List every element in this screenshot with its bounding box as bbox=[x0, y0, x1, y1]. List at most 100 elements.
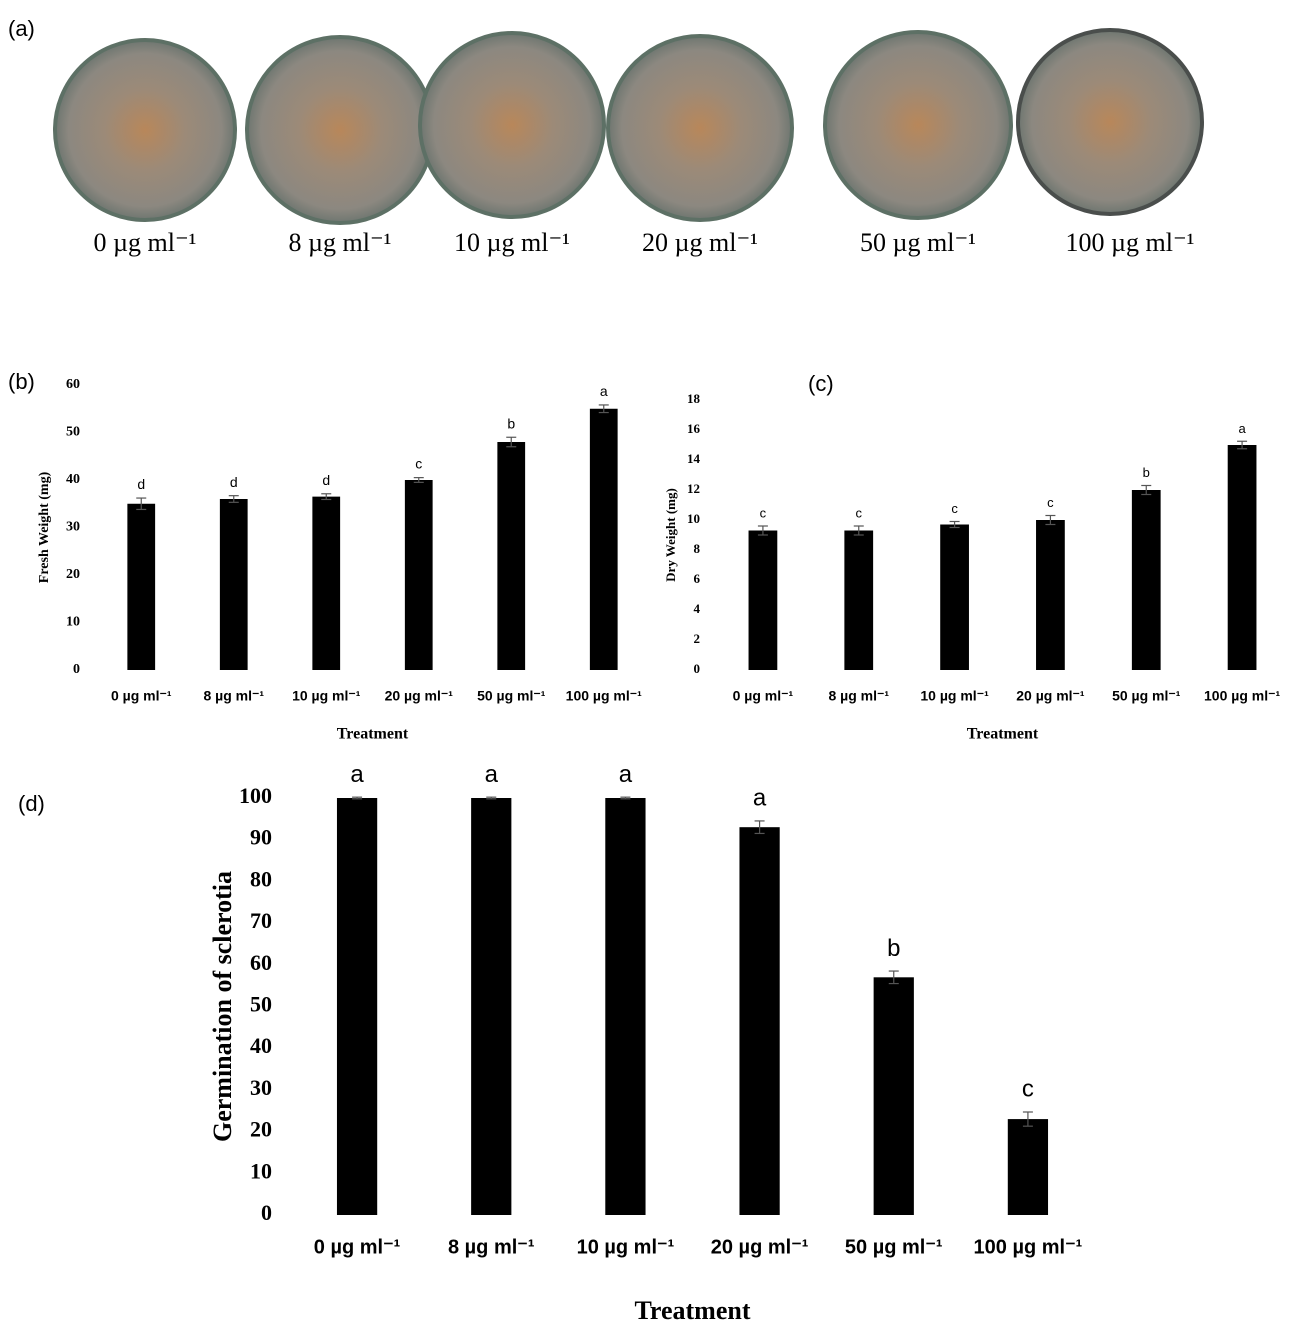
y-tick-label: 4 bbox=[694, 601, 701, 616]
x-tick-label: 8 µg ml⁻¹ bbox=[203, 688, 264, 704]
plate-caption: 50 µg ml⁻¹ bbox=[860, 228, 976, 257]
y-tick-label: 60 bbox=[66, 377, 80, 392]
significance-letter: d bbox=[322, 472, 330, 488]
significance-letter: a bbox=[753, 785, 767, 812]
y-tick-label: 6 bbox=[694, 571, 701, 586]
bar bbox=[874, 977, 914, 1215]
y-tick-label: 0 bbox=[694, 661, 701, 676]
significance-letter: a bbox=[600, 383, 608, 399]
y-tick-label: 50 bbox=[66, 425, 80, 440]
bar bbox=[739, 827, 779, 1215]
petri-plate bbox=[825, 32, 1011, 218]
x-tick-label: 8 µg ml⁻¹ bbox=[448, 1236, 535, 1258]
x-tick-label: 20 µg ml⁻¹ bbox=[711, 1236, 809, 1258]
significance-letter: a bbox=[350, 761, 364, 788]
y-tick-label: 0 bbox=[73, 662, 80, 677]
y-tick-label: 14 bbox=[687, 451, 701, 466]
petri-plate bbox=[55, 40, 235, 220]
bar bbox=[405, 480, 433, 670]
bar bbox=[749, 531, 778, 671]
significance-letter: d bbox=[230, 474, 238, 490]
bar bbox=[127, 504, 155, 670]
significance-letter: b bbox=[507, 415, 515, 431]
y-tick-label: 10 bbox=[250, 1158, 272, 1183]
x-tick-label: 100 µg ml⁻¹ bbox=[1204, 688, 1280, 704]
bar bbox=[940, 525, 969, 671]
x-tick-label: 50 µg ml⁻¹ bbox=[1112, 688, 1181, 704]
y-tick-label: 0 bbox=[261, 1200, 272, 1225]
x-tick-label: 100 µg ml⁻¹ bbox=[974, 1236, 1083, 1258]
petri-plate bbox=[247, 37, 433, 223]
y-tick-label: 20 bbox=[66, 567, 80, 582]
bar bbox=[1036, 520, 1065, 670]
y-tick-label: 70 bbox=[250, 908, 272, 933]
bar bbox=[497, 442, 525, 670]
x-tick-label: 0 µg ml⁻¹ bbox=[733, 688, 794, 704]
x-axis-label: Treatment bbox=[337, 726, 409, 743]
bar bbox=[312, 497, 340, 670]
y-tick-label: 30 bbox=[250, 1075, 272, 1100]
x-tick-label: 8 µg ml⁻¹ bbox=[828, 688, 889, 704]
panel-label: (c) bbox=[808, 371, 834, 396]
significance-letter: c bbox=[415, 456, 422, 472]
y-tick-label: 30 bbox=[66, 520, 80, 535]
y-tick-label: 40 bbox=[250, 1033, 272, 1058]
x-tick-label: 20 µg ml⁻¹ bbox=[1016, 688, 1085, 704]
bar bbox=[1132, 490, 1161, 670]
petri-plate bbox=[608, 36, 792, 220]
x-tick-label: 20 µg ml⁻¹ bbox=[385, 688, 454, 704]
y-tick-label: 16 bbox=[687, 421, 701, 436]
panel-label: (a) bbox=[8, 16, 35, 41]
y-tick-label: 12 bbox=[687, 481, 700, 496]
x-tick-label: 50 µg ml⁻¹ bbox=[477, 688, 546, 704]
plate-caption: 100 µg ml⁻¹ bbox=[1066, 228, 1195, 257]
y-tick-label: 50 bbox=[250, 992, 272, 1017]
bar bbox=[605, 798, 645, 1215]
significance-letter: c bbox=[951, 501, 958, 516]
y-axis-label: Fresh Weight (mg) bbox=[37, 471, 52, 583]
x-tick-label: 100 µg ml⁻¹ bbox=[566, 688, 642, 704]
plate-caption: 20 µg ml⁻¹ bbox=[642, 228, 758, 257]
significance-letter: a bbox=[1238, 421, 1246, 436]
x-tick-label: 0 µg ml⁻¹ bbox=[111, 688, 172, 704]
y-tick-label: 10 bbox=[687, 511, 700, 526]
plate-caption: 0 µg ml⁻¹ bbox=[94, 228, 197, 257]
significance-letter: c bbox=[760, 506, 767, 521]
significance-letter: c bbox=[1022, 1076, 1034, 1103]
x-tick-label: 10 µg ml⁻¹ bbox=[292, 688, 361, 704]
significance-letter: c bbox=[856, 506, 863, 521]
y-tick-label: 40 bbox=[66, 472, 80, 487]
y-tick-label: 20 bbox=[250, 1117, 272, 1142]
y-tick-label: 8 bbox=[694, 541, 701, 556]
bar bbox=[1008, 1119, 1048, 1215]
panel-label: (b) bbox=[8, 369, 35, 394]
y-tick-label: 10 bbox=[66, 615, 80, 630]
bar bbox=[1228, 445, 1257, 670]
figure: (a) 0 µg ml⁻¹8 µg ml⁻¹10 µg ml⁻¹20 µg ml… bbox=[0, 0, 1296, 1323]
significance-letter: b bbox=[1143, 465, 1150, 480]
bar bbox=[471, 798, 511, 1215]
y-tick-label: 80 bbox=[250, 866, 272, 891]
y-tick-label: 100 bbox=[239, 783, 272, 808]
x-tick-label: 50 µg ml⁻¹ bbox=[845, 1236, 943, 1258]
y-tick-label: 90 bbox=[250, 825, 272, 850]
significance-letter: c bbox=[1047, 495, 1054, 510]
y-tick-label: 18 bbox=[687, 391, 701, 406]
plates bbox=[55, 30, 1202, 223]
significance-letter: a bbox=[485, 761, 499, 788]
y-axis-label: Dry Weight (mg) bbox=[663, 488, 678, 582]
x-axis-label: Treatment bbox=[967, 726, 1039, 743]
x-tick-label: 10 µg ml⁻¹ bbox=[920, 688, 989, 704]
bar bbox=[844, 531, 873, 671]
significance-letter: b bbox=[887, 935, 900, 962]
plate-caption: 10 µg ml⁻¹ bbox=[454, 228, 570, 257]
x-tick-label: 10 µg ml⁻¹ bbox=[577, 1236, 675, 1258]
x-tick-label: 0 µg ml⁻¹ bbox=[314, 1236, 401, 1258]
y-tick-label: 2 bbox=[694, 631, 701, 646]
significance-letter: a bbox=[619, 761, 633, 788]
bar bbox=[590, 409, 618, 670]
significance-letter: d bbox=[137, 476, 145, 492]
plate-caption: 8 µg ml⁻¹ bbox=[289, 228, 392, 257]
bar bbox=[220, 499, 248, 670]
petri-plate bbox=[1018, 30, 1202, 214]
